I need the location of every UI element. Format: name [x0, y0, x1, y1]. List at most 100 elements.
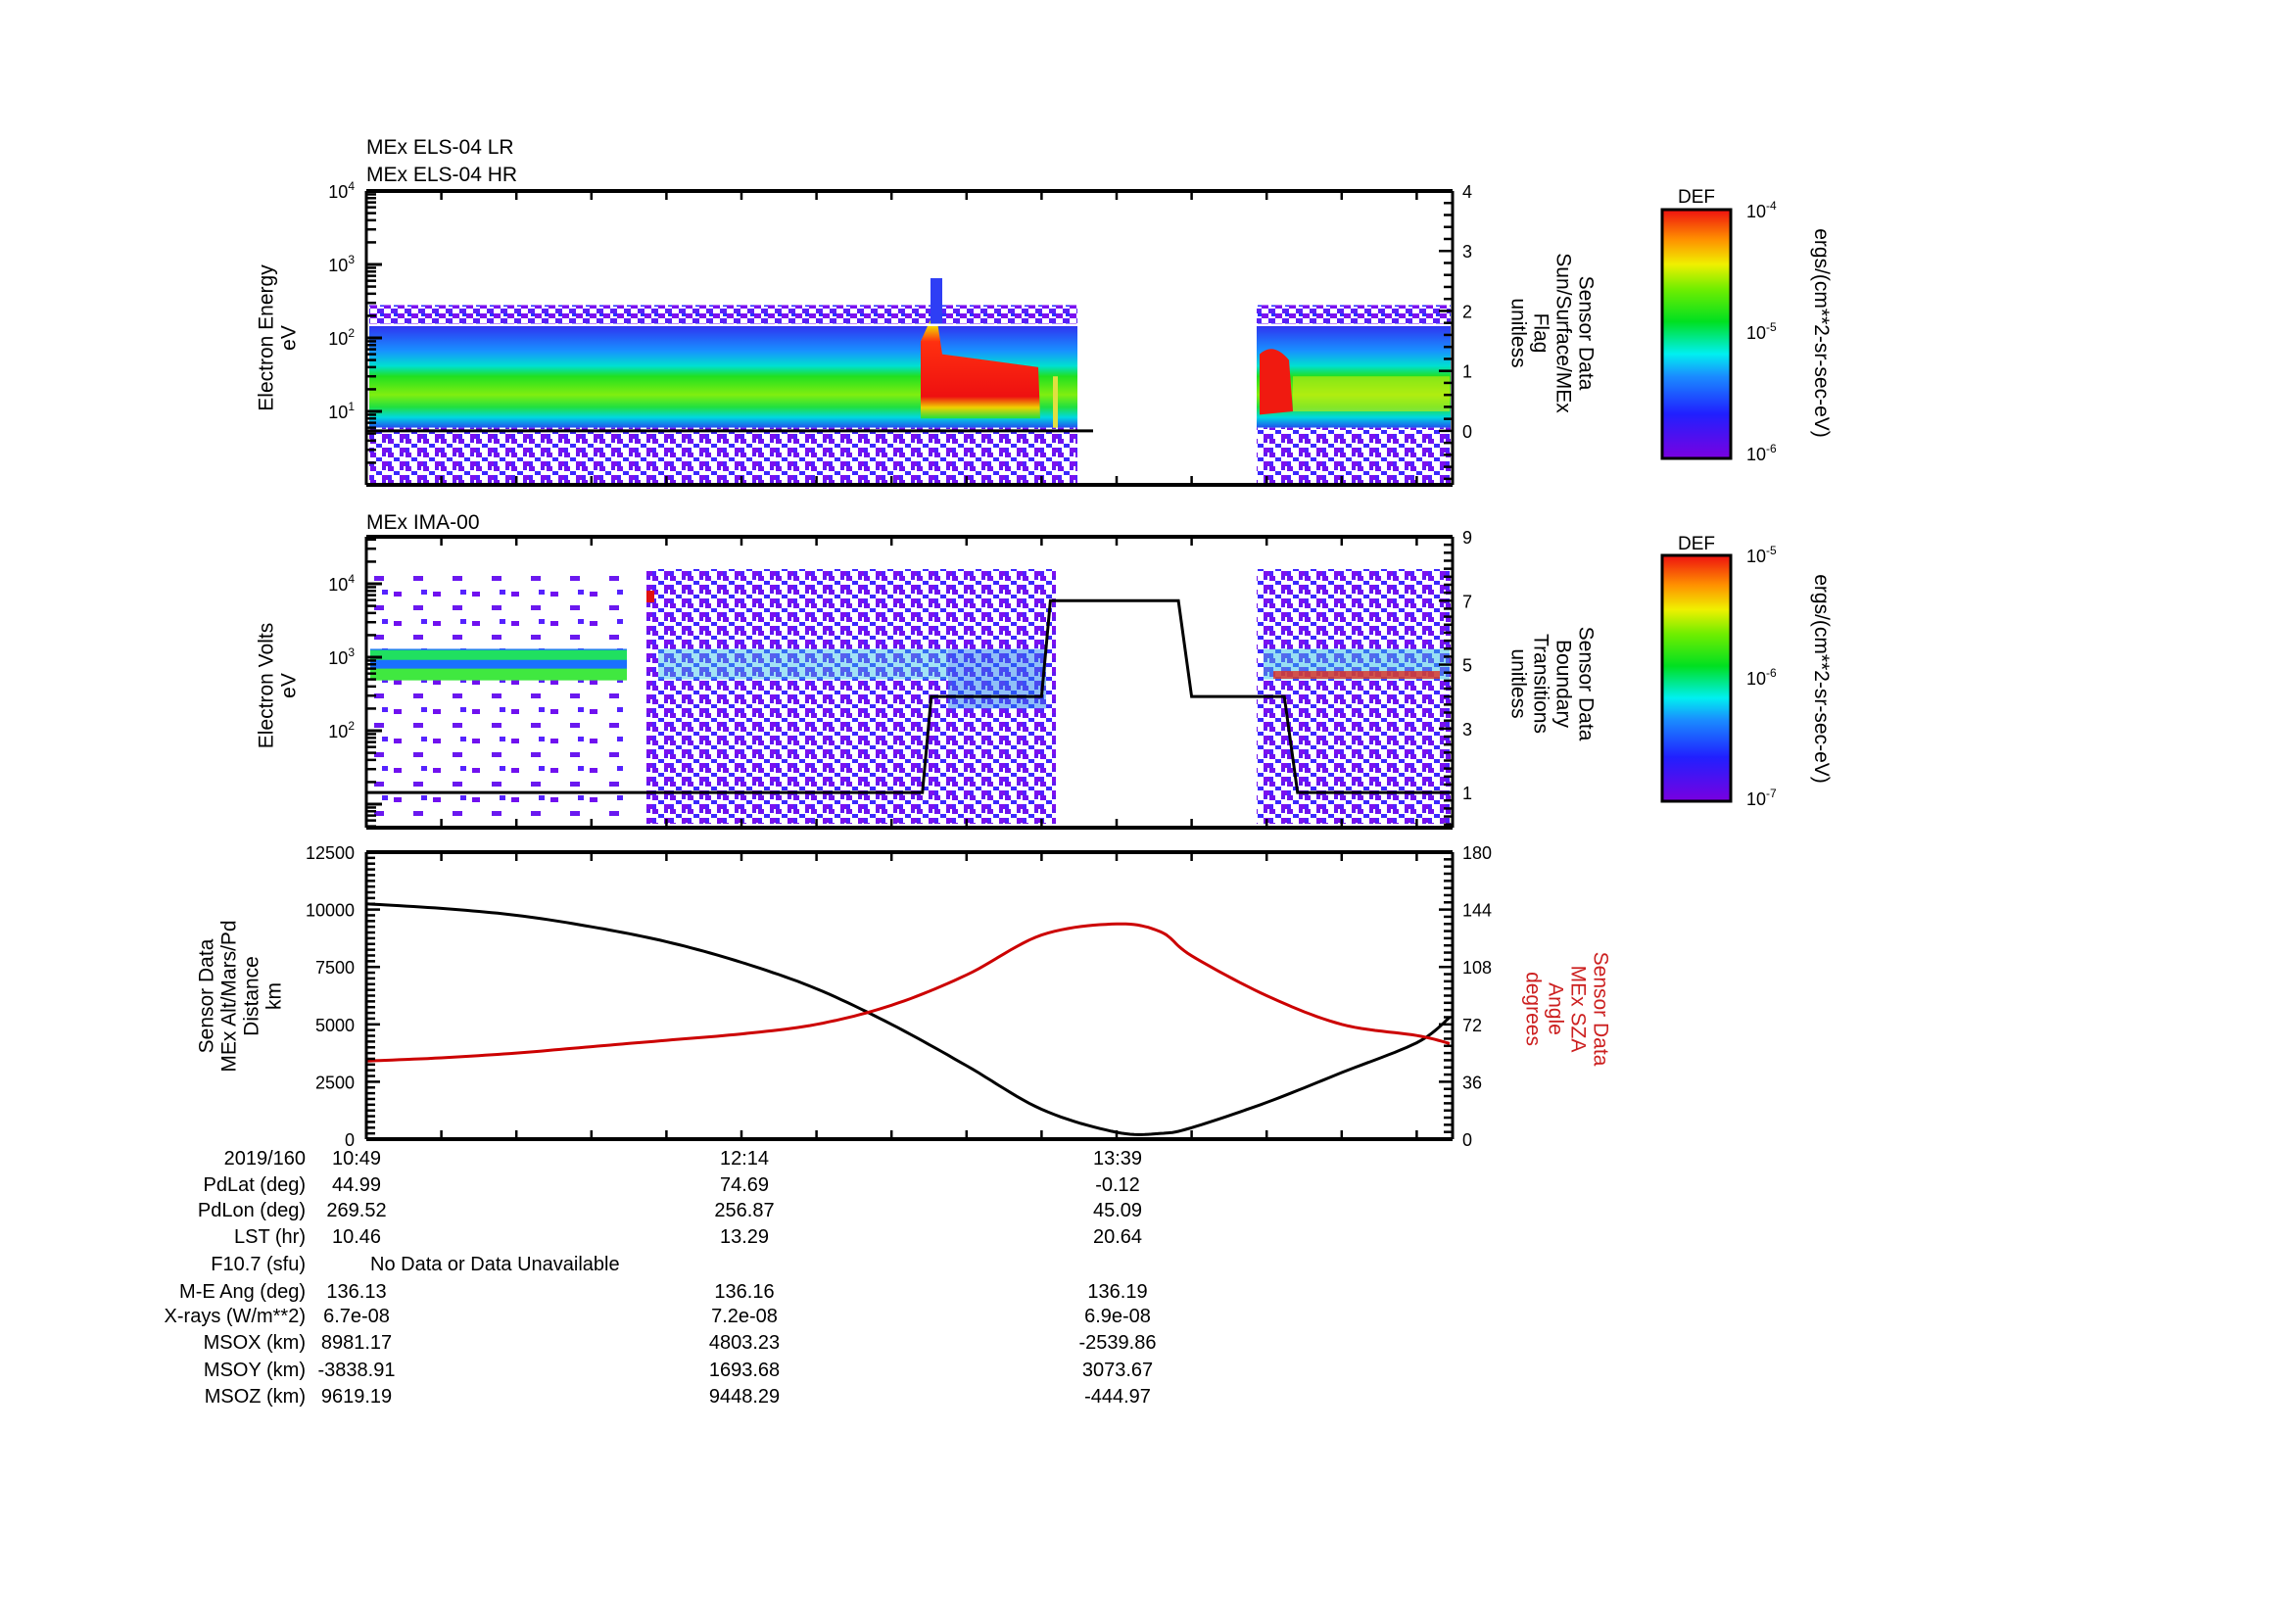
axis-label-line: unitless [1507, 298, 1530, 367]
axis-label-line: degrees [1522, 972, 1545, 1046]
panel-title: MEx ELS-04 HR [366, 164, 517, 186]
y-axis-label-left: Electron Energy eV [256, 264, 301, 411]
ima-band-upper [370, 649, 627, 660]
ephemeris-label-msoz: MSOZ (km) [204, 1386, 306, 1408]
axis-label-line: Boundary [1552, 640, 1575, 728]
axis-label-line: MEx Alt/Mars/Pd [218, 920, 241, 1072]
tick-label: 144 [1462, 901, 1492, 921]
tick-label: 103 [328, 645, 355, 668]
axis-label-line: Distance [241, 956, 263, 1036]
ephemeris-xrays: 6.7e-08 [323, 1306, 390, 1327]
axis-label-line: MEx SZA [1567, 966, 1590, 1053]
els-yellow-region [1293, 376, 1450, 411]
ephemeris-label-pdlat: PdLat (deg) [203, 1174, 306, 1196]
els-spike [931, 278, 942, 325]
tick-label: 2500 [315, 1073, 355, 1092]
ima-sparse-region [370, 569, 627, 824]
tick-label: 10-4 [1746, 199, 1777, 221]
tick-label: 5 [1462, 656, 1472, 676]
tick-label: 1 [1462, 784, 1472, 803]
ephemeris-label-msoy: MSOY (km) [203, 1360, 306, 1381]
tick-label: 102 [328, 326, 355, 349]
ephemeris-msoy: 1693.68 [708, 1360, 781, 1381]
axis-label-line: km [263, 982, 286, 1010]
axis-label-line: Sensor Data [1575, 276, 1598, 391]
panel-title: MEx ELS-04 LR [366, 136, 514, 159]
els-enhanced-flux [921, 309, 1040, 419]
tick-label: 7 [1462, 592, 1472, 611]
tick-label: 7500 [315, 958, 355, 978]
ephemeris-label-f107: F10.7 (sfu) [211, 1254, 306, 1275]
tick-label: 102 [328, 719, 355, 741]
tick-label: 9 [1462, 528, 1472, 548]
els-enhanced-flux-2 [1260, 349, 1293, 415]
axis-label-line: ergs/(cm**2-sr-sec-eV) [1810, 574, 1833, 784]
tick-label: 108 [1462, 958, 1492, 978]
axis-label-line: Transitions [1530, 634, 1552, 734]
ephemeris-label-xrays: X-rays (W/m**2) [164, 1306, 306, 1327]
ephemeris-msox: -2539.86 [1078, 1332, 1157, 1354]
axis-label-line: eV [278, 325, 301, 351]
colorbar-gradient [1660, 208, 1733, 460]
els-upper-scatter [369, 305, 1077, 325]
tick-label: 5000 [315, 1016, 355, 1035]
tick-label: 36 [1462, 1073, 1482, 1092]
ephemeris-me-ang: 136.19 [1087, 1281, 1148, 1303]
ephemeris-lst: 13.29 [719, 1226, 770, 1248]
ephemeris-msoz: -444.97 [1084, 1386, 1151, 1408]
axis-label-line: Electron Volts [256, 623, 278, 748]
ephemeris-msox: 8981.17 [320, 1332, 393, 1354]
ephemeris-pdlat: 44.99 [331, 1174, 382, 1196]
els-lower-scatter-2 [1257, 427, 1451, 483]
panel-els: 101 102 103 104 0 1 2 3 4 MEx ELS-04 LR MEx ELS-04… [256, 136, 1833, 487]
ephemeris-me-ang: 136.16 [714, 1281, 775, 1303]
axis-label-line: Sun/Surface/MEx [1552, 253, 1575, 413]
y-axis-label-left: Sensor Data MEx Alt/Mars/Pd Distance km [196, 920, 286, 1072]
tick-label: 10-6 [1746, 666, 1777, 689]
els-lower-scatter [369, 427, 1077, 483]
ephemeris-pdlon: 269.52 [326, 1200, 387, 1221]
colorbar-unit-label: ergs/(cm**2-sr-sec-eV) [1810, 574, 1833, 784]
ephemeris-pdlat: -0.12 [1095, 1174, 1140, 1196]
axis-label-line: Sensor Data [196, 938, 218, 1053]
ima-band [948, 648, 1046, 709]
ephemeris-time: 10:49 [331, 1148, 382, 1170]
ephemeris-msoy: -3838.91 [317, 1360, 396, 1381]
colorbar-els: DEF 10-4 10-5 10-6 ergs/(cm**2-sr-sec-eV) [1660, 187, 1833, 464]
axis-label-line: unitless [1507, 648, 1530, 718]
ephemeris-msox: 4803.23 [708, 1332, 781, 1354]
tick-label: 3 [1462, 242, 1472, 262]
ephemeris-lst: 10.46 [331, 1226, 382, 1248]
tick-label: 104 [328, 572, 355, 595]
colorbar-gradient [1660, 553, 1733, 803]
colorbar-unit-label: ergs/(cm**2-sr-sec-eV) [1810, 228, 1833, 438]
ephemeris-label-lst: LST (hr) [234, 1226, 306, 1248]
ephemeris-f107-note: No Data or Data Unavailable [370, 1254, 620, 1275]
tick-label: 1 [1462, 362, 1472, 382]
ephemeris-msoz: 9448.29 [708, 1386, 781, 1408]
ephemeris-pdlat: 74.69 [719, 1174, 770, 1196]
ephemeris-time: 13:39 [1092, 1148, 1143, 1170]
tick-label: 3 [1462, 720, 1472, 740]
tick-label: 0 [1462, 1130, 1472, 1150]
ima-band [658, 648, 948, 680]
axis-label-line: Flag [1530, 313, 1552, 354]
panel-ima: 102 103 104 1 3 5 7 9 MEx IMA-00 Electron Volts eV… [256, 511, 1833, 830]
colorbar-ima: DEF 10-5 10-6 10-7 ergs/(cm**2-sr-sec-eV) [1660, 534, 1833, 809]
y-axis-label-left: Electron Volts eV [256, 623, 301, 748]
axis-label-line: Electron Energy [256, 264, 278, 411]
tick-label: 0 [1462, 422, 1472, 442]
tick-label: 10-7 [1746, 787, 1777, 809]
colorbar-title: DEF [1678, 187, 1715, 208]
ephemeris-xrays: 6.9e-08 [1084, 1306, 1151, 1327]
axis-label-line: Sensor Data [1590, 952, 1612, 1067]
tick-label: 12500 [306, 843, 355, 863]
panel-title: MEx IMA-00 [366, 511, 480, 534]
ima-band-lower [370, 668, 627, 681]
ephemeris-xrays: 7.2e-08 [711, 1306, 778, 1327]
tick-label: 10-5 [1746, 544, 1777, 566]
